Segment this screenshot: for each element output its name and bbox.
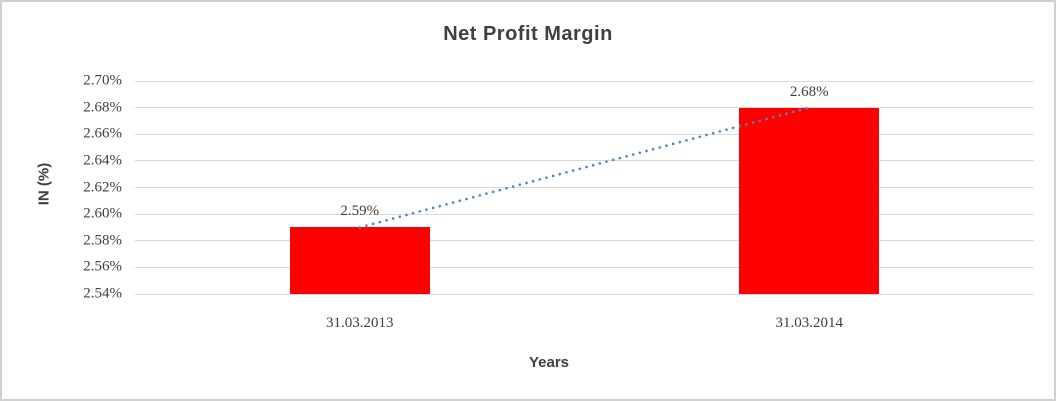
gridline bbox=[135, 80, 1034, 82]
data-label: 2.68% bbox=[789, 83, 829, 100]
chart-title: Net Profit Margin bbox=[443, 23, 613, 45]
gridline bbox=[135, 240, 1034, 242]
data-label: 2.59% bbox=[340, 203, 380, 220]
bar-31.03.2014 bbox=[739, 107, 880, 294]
x-axis-title: Years bbox=[528, 354, 570, 371]
gridline bbox=[135, 160, 1034, 162]
gridline bbox=[135, 293, 1034, 295]
gridline bbox=[135, 133, 1034, 135]
y-tick-label: 2.58% bbox=[83, 232, 122, 249]
x-category-label: 31.03.2013 bbox=[326, 315, 394, 331]
y-tick-label: 2.66% bbox=[83, 125, 122, 142]
y-tick-label: 2.70% bbox=[83, 72, 122, 89]
gridline bbox=[135, 187, 1034, 188]
y-tick-label: 2.56% bbox=[83, 258, 122, 275]
plot-area: 2.59% 2.68% bbox=[135, 80, 1034, 295]
bar-31.03.2013 bbox=[289, 227, 430, 294]
gridline bbox=[135, 213, 1034, 215]
x-category-label: 31.03.2014 bbox=[775, 315, 844, 331]
gridline bbox=[135, 266, 1034, 268]
y-tick-label: 2.68% bbox=[83, 99, 122, 116]
trendline bbox=[358, 106, 811, 229]
y-tick-label: 2.62% bbox=[83, 179, 122, 195]
y-tick-label: 2.64% bbox=[83, 152, 122, 169]
y-tick-label: 2.60% bbox=[83, 205, 122, 222]
gridline bbox=[135, 107, 1034, 109]
y-tick-label: 2.54% bbox=[83, 285, 122, 302]
